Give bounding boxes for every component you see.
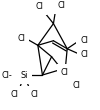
- Text: Cl-: Cl-: [1, 71, 12, 80]
- Text: Si: Si: [20, 71, 28, 80]
- Text: Cl: Cl: [81, 50, 89, 59]
- Text: Cl: Cl: [80, 36, 88, 45]
- Text: Cl: Cl: [30, 90, 38, 99]
- Text: Cl: Cl: [57, 1, 65, 10]
- Text: Cl: Cl: [11, 90, 19, 99]
- Text: Cl: Cl: [17, 34, 25, 43]
- Text: Cl: Cl: [36, 2, 43, 11]
- Text: Cl: Cl: [61, 68, 69, 77]
- Text: Cl: Cl: [73, 81, 81, 90]
